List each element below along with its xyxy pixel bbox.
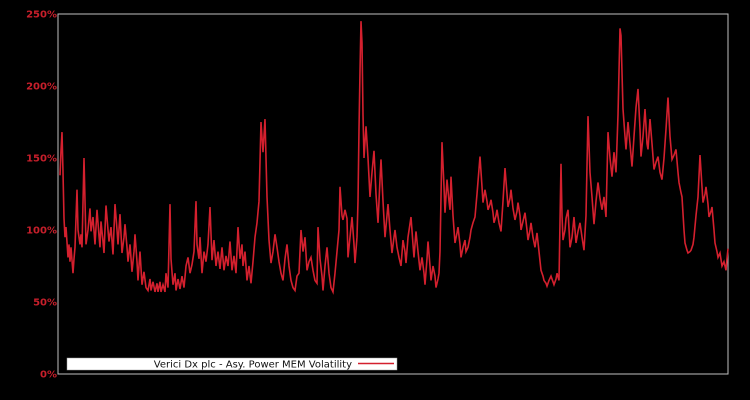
- volatility-line-series: [59, 21, 729, 295]
- legend-box: [66, 357, 398, 371]
- y-axis-labels: 0% 50% 100% 150% 200% 250%: [26, 10, 57, 381]
- y-tick-label: 100%: [26, 226, 57, 237]
- legend: Verici Dx plc - Asy. Power MEM Volatilit…: [66, 357, 398, 371]
- y-tick-label: 50%: [33, 298, 57, 309]
- y-tick-label: 150%: [26, 154, 57, 165]
- y-tick-label: 200%: [26, 82, 57, 93]
- y-tick-label: 250%: [26, 10, 57, 21]
- plot-border: [57, 13, 729, 375]
- legend-label: Verici Dx plc - Asy. Power MEM Volatilit…: [154, 360, 352, 371]
- y-tick-label: 0%: [40, 370, 57, 381]
